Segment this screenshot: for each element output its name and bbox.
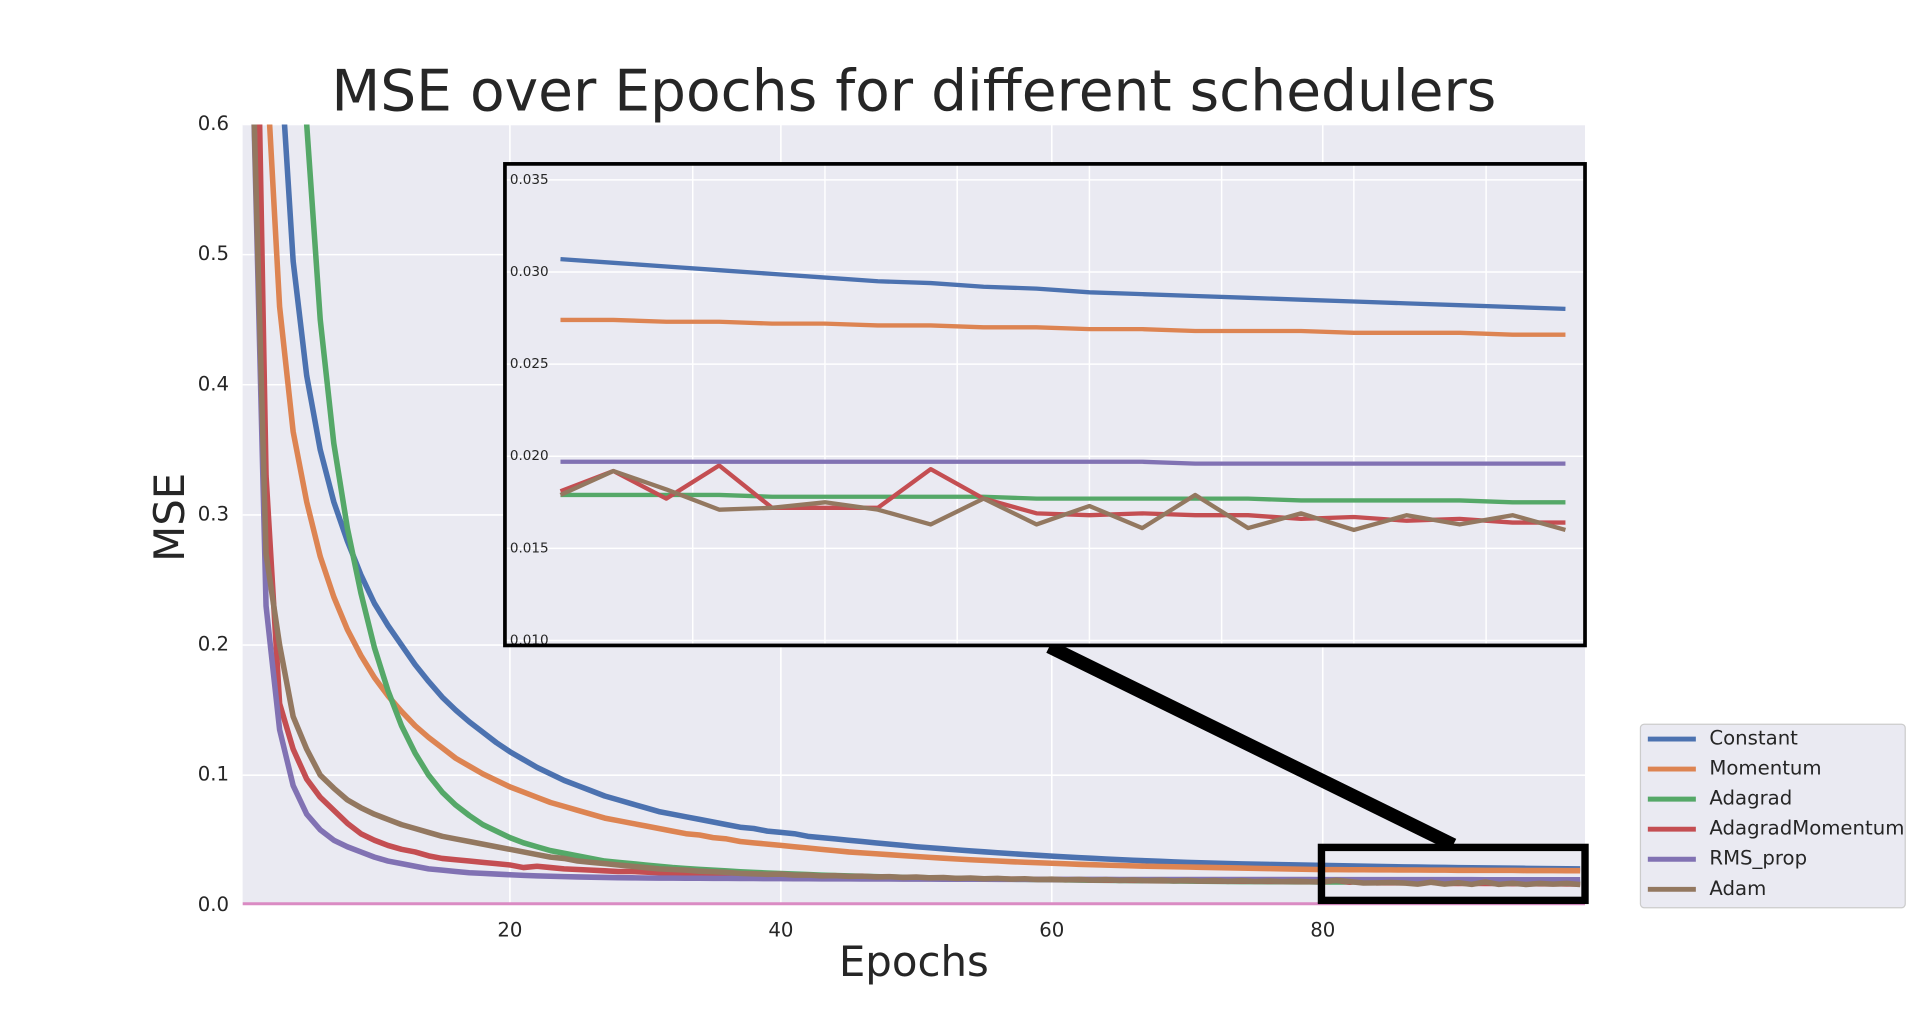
legend-label: Adagrad bbox=[1709, 787, 1792, 810]
y-tick-label: 0.2 bbox=[198, 633, 229, 656]
legend: Constant Momentum Adagrad AdagradMomentum RM… bbox=[1639, 723, 1906, 909]
legend-label: Momentum bbox=[1709, 757, 1821, 780]
zoom-connector bbox=[1046, 640, 1457, 852]
x-axis-label: Epochs bbox=[839, 937, 989, 986]
inset-data-line bbox=[559, 468, 1567, 533]
inset-data-line bbox=[560, 317, 1566, 337]
legend-box bbox=[1639, 723, 1906, 909]
y-tick-label: 0.5 bbox=[198, 242, 229, 265]
inset-data-line bbox=[560, 459, 1566, 466]
inset-data-line bbox=[560, 256, 1566, 312]
data-line bbox=[251, 124, 1581, 888]
x-tick-label: 20 bbox=[497, 919, 522, 942]
x-tick-label: 40 bbox=[768, 919, 793, 942]
inset-y-tick-label: 0.035 bbox=[510, 172, 549, 188]
inset-background bbox=[504, 163, 1586, 646]
legend-label: Adam bbox=[1709, 877, 1766, 900]
data-line bbox=[281, 124, 1581, 872]
legend-label: Constant bbox=[1709, 727, 1798, 750]
inset-frame bbox=[503, 162, 1587, 648]
x-tick-label: 60 bbox=[1039, 919, 1064, 942]
y-axis-label: MSE bbox=[145, 473, 194, 562]
inset-y-tick-label: 0.020 bbox=[510, 448, 549, 464]
inset-y-tick-label: 0.025 bbox=[510, 356, 549, 372]
inset-y-tick-label: 0.030 bbox=[510, 264, 549, 280]
y-tick-label: 0.6 bbox=[198, 112, 229, 135]
legend-label: RMS_prop bbox=[1709, 847, 1807, 870]
inset-y-tick-label: 0.015 bbox=[510, 540, 549, 556]
inset-data-line bbox=[560, 492, 1566, 505]
zoom-region bbox=[1317, 843, 1589, 905]
legend-label: AdagradMomentum bbox=[1709, 817, 1904, 840]
chart-title: MSE over Epochs for different schedulers bbox=[331, 59, 1496, 125]
data-line bbox=[266, 124, 1581, 874]
y-tick-label: 0.0 bbox=[198, 893, 229, 916]
y-tick-label: 0.4 bbox=[198, 372, 229, 395]
y-tick-label: 0.3 bbox=[198, 502, 229, 525]
x-tick-label: 80 bbox=[1310, 919, 1335, 942]
y-tick-label: 0.1 bbox=[198, 763, 229, 786]
